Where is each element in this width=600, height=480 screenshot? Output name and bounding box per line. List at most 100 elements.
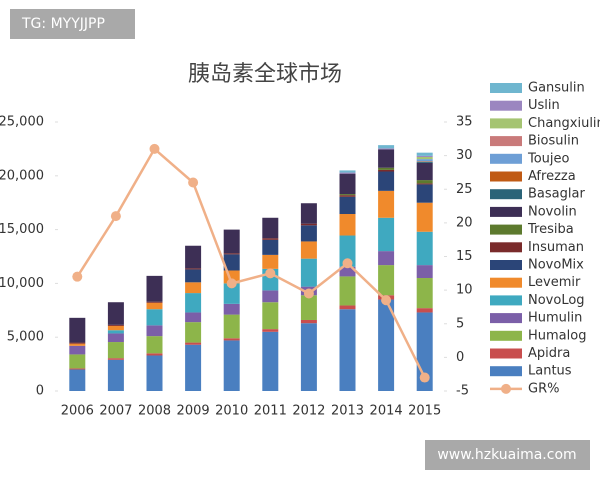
bar-segment bbox=[107, 330, 124, 334]
bar-segment bbox=[416, 265, 433, 279]
bar-segment bbox=[107, 324, 124, 326]
bar-segment bbox=[416, 308, 433, 313]
bar-segment bbox=[339, 194, 356, 196]
legend-label: Humalog bbox=[528, 328, 586, 343]
y-tick-label: 20,000 bbox=[0, 168, 44, 183]
bar-segment bbox=[146, 353, 163, 356]
bar-segment bbox=[107, 333, 124, 343]
line-marker bbox=[342, 258, 353, 269]
bar-segment bbox=[378, 148, 395, 150]
bar-segment bbox=[69, 342, 86, 344]
bar-segment bbox=[146, 325, 163, 337]
line-marker bbox=[188, 177, 199, 188]
bar-segment bbox=[339, 309, 356, 391]
bar-segment bbox=[378, 149, 395, 168]
bar-segment bbox=[223, 303, 240, 315]
legend-label: Lantus bbox=[528, 364, 572, 379]
bar-segment bbox=[146, 336, 163, 354]
bar-segment bbox=[69, 345, 86, 355]
x-tick-label: 2011 bbox=[254, 404, 287, 419]
watermark: www.hzkuaima.com bbox=[437, 447, 576, 463]
x-tick-label: 2015 bbox=[408, 404, 441, 419]
bar-segment bbox=[69, 343, 86, 346]
y2-tick-label: -5 bbox=[456, 384, 469, 399]
bar-segment bbox=[300, 258, 317, 287]
bar-segment bbox=[107, 342, 124, 359]
bar-segment bbox=[339, 173, 356, 195]
bar-segment bbox=[107, 302, 124, 325]
x-tick-label: 2010 bbox=[215, 404, 248, 419]
x-tick-label: 2014 bbox=[370, 404, 403, 419]
bar-segment bbox=[416, 161, 433, 163]
bar-segment bbox=[300, 295, 317, 320]
bar-segment bbox=[146, 301, 163, 303]
bar-segment bbox=[339, 196, 356, 214]
legend-label: Tresiba bbox=[527, 222, 574, 237]
legend-label: Uslin bbox=[528, 98, 560, 113]
bar-segment bbox=[416, 231, 433, 266]
legend-label: NovoLog bbox=[528, 293, 585, 308]
legend-swatch bbox=[501, 383, 511, 394]
bar-segment bbox=[262, 302, 279, 330]
bar-segment bbox=[185, 293, 202, 313]
bar-segment bbox=[378, 217, 395, 252]
bar-segment bbox=[300, 225, 317, 242]
bar-segment bbox=[223, 340, 240, 391]
legend-label: GR% bbox=[528, 381, 559, 396]
x-tick-label: 2012 bbox=[292, 404, 325, 419]
bar-segment bbox=[262, 331, 279, 391]
legend-label: Basaglar bbox=[528, 187, 585, 202]
line-marker bbox=[72, 271, 83, 282]
bar-segment bbox=[185, 342, 202, 345]
bar-segment bbox=[262, 217, 279, 239]
bar-segment bbox=[262, 254, 279, 269]
x-tick-label: 2007 bbox=[99, 404, 132, 419]
legend-swatch bbox=[490, 277, 522, 288]
watermark: TG: MYYJJPP bbox=[21, 16, 105, 32]
line-marker bbox=[303, 288, 314, 299]
bar-segment bbox=[107, 325, 124, 331]
legend-swatch bbox=[490, 136, 522, 147]
bar-segment bbox=[378, 167, 395, 170]
bar-segment bbox=[339, 235, 356, 267]
bar-segment bbox=[185, 282, 202, 294]
y2-tick-label: 30 bbox=[456, 148, 473, 163]
legend-swatch bbox=[490, 189, 522, 200]
bar-segment bbox=[339, 172, 356, 174]
bar-segment bbox=[69, 369, 86, 391]
y2-tick-label: 15 bbox=[456, 249, 473, 264]
y-tick-label: 10,000 bbox=[0, 276, 44, 291]
y2-tick-label: 10 bbox=[456, 283, 473, 298]
bar-segment bbox=[300, 319, 317, 324]
bar-segment bbox=[146, 302, 163, 310]
bar-segment bbox=[300, 223, 317, 226]
legend-swatch bbox=[490, 242, 522, 253]
bar-segment bbox=[185, 322, 202, 343]
bar-segment bbox=[223, 314, 240, 339]
bar-segment bbox=[378, 265, 395, 296]
bar-segment bbox=[339, 266, 356, 277]
bar-segment bbox=[339, 213, 356, 236]
bar-segment bbox=[416, 184, 433, 203]
bar-segment bbox=[185, 268, 202, 270]
legend-label: Changxiulin bbox=[528, 116, 600, 131]
bar-segment bbox=[69, 368, 86, 370]
legend-swatch bbox=[490, 313, 522, 324]
legend-label: Insuman bbox=[528, 240, 584, 255]
bar-segment bbox=[69, 354, 86, 369]
bar-segment bbox=[223, 283, 240, 304]
legend-swatch bbox=[490, 260, 522, 270]
bar-segment bbox=[223, 254, 240, 271]
bar-segment bbox=[300, 241, 317, 259]
bar-segment bbox=[416, 278, 433, 309]
bar-segment bbox=[223, 338, 240, 341]
legend-label: Gansulin bbox=[528, 81, 585, 96]
legend-label: Biosulin bbox=[528, 134, 579, 149]
legend-swatch bbox=[490, 153, 522, 164]
line-marker bbox=[149, 143, 160, 154]
bar-segment bbox=[416, 155, 433, 157]
y2-tick-label: 20 bbox=[456, 215, 473, 230]
x-tick-label: 2009 bbox=[177, 404, 210, 419]
line bbox=[76, 146, 426, 379]
legend-swatch bbox=[490, 330, 522, 341]
